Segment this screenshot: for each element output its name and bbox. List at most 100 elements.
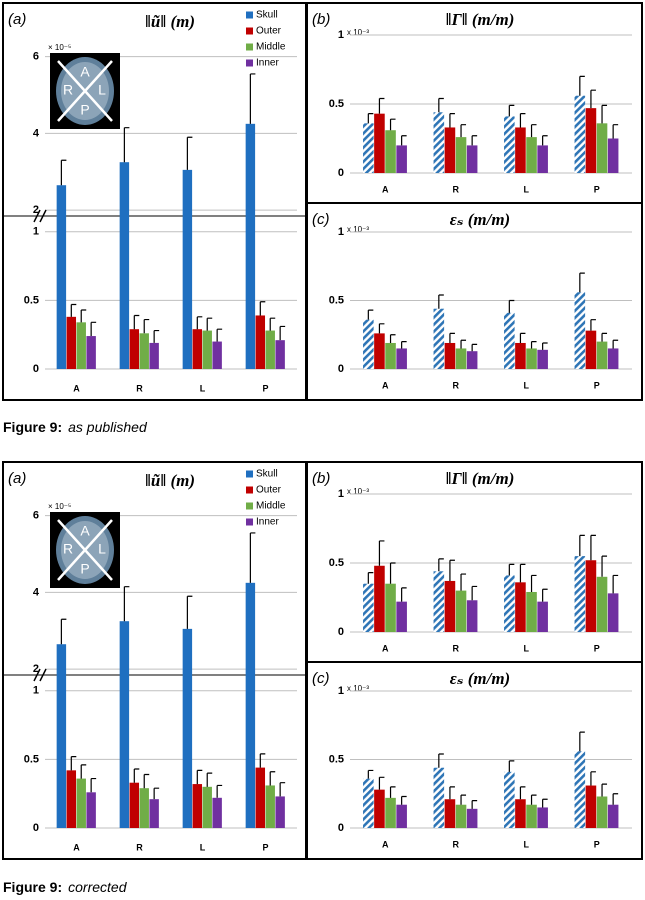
error-bar — [249, 532, 256, 583]
bar — [574, 751, 586, 828]
x-tick-label: A — [382, 184, 389, 194]
bar — [526, 348, 537, 369]
bar — [444, 342, 456, 369]
bar — [396, 601, 407, 632]
error-bar — [216, 784, 223, 798]
bar — [275, 796, 285, 828]
error-bar — [279, 782, 286, 797]
bar — [385, 583, 396, 632]
error-bar — [153, 787, 160, 800]
bar — [466, 808, 478, 828]
error-bar — [153, 329, 160, 343]
bar — [374, 113, 385, 173]
panel-label: (b) — [312, 11, 330, 28]
bar — [504, 312, 515, 369]
error-bar — [542, 588, 548, 602]
bar — [574, 292, 586, 369]
bar — [149, 799, 159, 828]
axis-break-mark — [33, 668, 41, 682]
error-bar — [530, 341, 537, 349]
inset-label: R — [63, 541, 73, 557]
error-bar — [378, 540, 385, 566]
error-bar — [590, 771, 596, 786]
error-bar — [460, 124, 467, 138]
bar — [182, 628, 193, 828]
bar — [596, 576, 608, 632]
error-bar — [519, 332, 526, 343]
y-tick-label: 6 — [33, 51, 39, 63]
y-tick-label: 1 — [338, 488, 344, 500]
x-tick-label: P — [594, 184, 600, 194]
error-bar — [601, 783, 608, 797]
bar — [537, 349, 548, 369]
bar — [245, 582, 256, 828]
error-bar — [133, 768, 140, 783]
inset-cross — [57, 60, 113, 122]
bar — [574, 95, 586, 173]
error-bar — [249, 73, 256, 124]
bar — [504, 771, 515, 828]
x-tick-label: R — [453, 184, 460, 194]
error-bar — [378, 97, 385, 114]
y-tick-label: 2 — [33, 204, 39, 216]
bar — [56, 644, 67, 828]
x-tick-label: A — [73, 842, 80, 852]
y-tick-label: 0.5 — [24, 294, 39, 306]
error-bar — [579, 731, 585, 752]
legend-swatch — [246, 59, 253, 67]
x-tick-label: P — [262, 383, 268, 393]
bar — [585, 108, 597, 173]
error-bar — [471, 800, 478, 809]
bar — [526, 591, 537, 632]
error-bar — [508, 563, 515, 576]
panel-label: (c) — [312, 670, 330, 687]
bar — [455, 348, 467, 369]
inset-label: R — [63, 82, 73, 98]
x-tick-label: L — [524, 380, 530, 390]
error-bar — [508, 760, 515, 772]
bar — [537, 807, 548, 828]
bar — [455, 590, 467, 632]
error-bar — [471, 135, 478, 146]
bar — [607, 804, 619, 828]
axis-multiplier: x 10⁻³ — [347, 487, 369, 496]
error-bar — [612, 793, 619, 805]
error-bar — [367, 572, 374, 584]
legend-swatch — [246, 502, 253, 510]
x-tick-label: L — [524, 643, 530, 653]
error-bar — [80, 764, 87, 779]
panel-frame — [306, 202, 643, 401]
bar — [192, 784, 203, 828]
error-bar — [259, 301, 266, 316]
error-bar — [389, 562, 396, 584]
bar — [119, 621, 130, 828]
x-tick-label: L — [524, 839, 530, 849]
bar — [374, 789, 385, 828]
error-bar — [389, 334, 396, 343]
error-bar — [601, 332, 608, 342]
error-bar — [206, 772, 213, 787]
bar — [212, 797, 222, 828]
axis-break-mark — [33, 209, 41, 223]
error-bar — [196, 769, 203, 785]
bar — [607, 593, 619, 632]
legend-swatch — [246, 486, 253, 494]
error-bar — [216, 328, 223, 342]
error-bar — [367, 769, 374, 779]
error-bar — [579, 75, 585, 96]
error-bar — [542, 798, 548, 808]
y-tick-label: 1 — [33, 226, 39, 238]
bar — [255, 315, 266, 369]
bar — [444, 799, 456, 828]
error-bar — [123, 127, 130, 163]
error-bar — [542, 342, 548, 350]
error-bar — [378, 776, 385, 790]
bar — [396, 348, 407, 369]
error-bar — [612, 124, 619, 139]
legend-label: Outer — [256, 485, 282, 496]
error-bar — [70, 303, 77, 317]
bar — [585, 330, 597, 369]
caption-note: corrected — [68, 879, 128, 895]
y-tick-label: 0.5 — [24, 753, 39, 765]
error-bar — [60, 159, 67, 186]
